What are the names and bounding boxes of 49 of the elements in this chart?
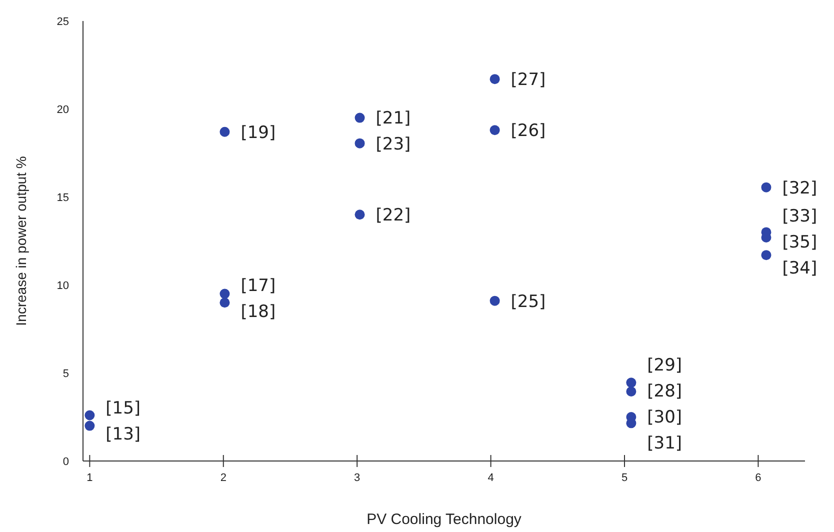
x-tick-label: 1 bbox=[86, 472, 93, 484]
y-tick-label: 15 bbox=[56, 192, 69, 204]
point bbox=[220, 126, 230, 137]
annotation: [25] bbox=[510, 292, 546, 312]
point bbox=[626, 418, 636, 428]
annotation: [19] bbox=[240, 122, 276, 143]
x-tick-label: 3 bbox=[354, 472, 360, 484]
point bbox=[626, 378, 636, 388]
annotation: [15] bbox=[106, 398, 141, 419]
x-tick-label: 4 bbox=[488, 472, 494, 484]
point bbox=[761, 250, 772, 260]
annotation: [21] bbox=[376, 108, 411, 129]
y-axis-title: Increase in power output % bbox=[13, 156, 29, 326]
point bbox=[354, 210, 365, 220]
y-tick-label: 0 bbox=[62, 456, 69, 468]
annotation: [18] bbox=[240, 302, 276, 322]
annotation: [22] bbox=[376, 206, 411, 226]
point bbox=[84, 410, 95, 420]
point bbox=[220, 298, 230, 308]
annotation: [17] bbox=[240, 276, 276, 296]
annotation: [35] bbox=[782, 232, 818, 253]
annotation: [29] bbox=[647, 356, 682, 376]
point bbox=[490, 74, 500, 84]
annotation: [23] bbox=[376, 134, 411, 155]
x-tick-label: 5 bbox=[621, 472, 628, 484]
y-tick-label: 25 bbox=[56, 16, 69, 28]
point bbox=[354, 112, 365, 123]
y-tick-label: 10 bbox=[56, 280, 69, 292]
point bbox=[490, 296, 500, 306]
annotation: [27] bbox=[510, 70, 546, 90]
annotation: [32] bbox=[782, 178, 818, 198]
annotation: [33] bbox=[782, 206, 818, 227]
point bbox=[354, 138, 365, 148]
y-tick-label: 5 bbox=[62, 368, 69, 380]
annotation: [31] bbox=[647, 434, 682, 454]
annotation: [28] bbox=[647, 382, 682, 402]
point bbox=[626, 386, 636, 396]
y-tick-label: 20 bbox=[56, 104, 69, 116]
annotation: [13] bbox=[106, 424, 141, 445]
x-tick-label: 6 bbox=[755, 472, 762, 484]
annotation: [30] bbox=[647, 408, 682, 428]
x-axis-title: PV Cooling Technology bbox=[366, 511, 522, 528]
point bbox=[84, 420, 95, 431]
x-tick-label: 2 bbox=[220, 472, 226, 484]
point bbox=[761, 182, 772, 192]
point bbox=[220, 288, 230, 299]
annotation: [34] bbox=[782, 258, 818, 279]
annotation: [26] bbox=[510, 121, 546, 142]
point bbox=[490, 125, 500, 136]
